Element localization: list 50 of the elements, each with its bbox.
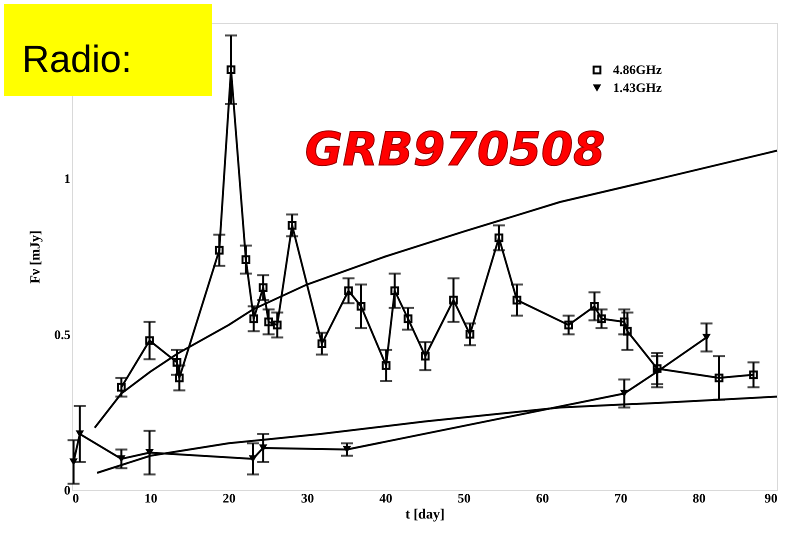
x-tick-label: 50 <box>458 490 471 506</box>
point <box>390 286 400 296</box>
point <box>272 320 282 330</box>
point <box>449 296 458 304</box>
point <box>620 318 629 326</box>
x-tick-label: 80 <box>692 490 706 506</box>
x-tick-label: 20 <box>222 490 236 506</box>
point <box>172 358 182 367</box>
point <box>226 65 236 74</box>
point <box>318 339 326 348</box>
point <box>382 361 390 370</box>
point <box>258 283 268 292</box>
point <box>264 318 273 326</box>
point <box>249 314 258 324</box>
point <box>597 314 606 324</box>
y-tick-label: 0.5 <box>54 326 71 342</box>
x-tick-label: 90 <box>764 490 778 506</box>
point <box>174 374 184 382</box>
x-axis-title: t [day] <box>405 508 445 522</box>
x-tick-label: 10 <box>144 490 158 506</box>
annotation: Radio: <box>22 39 132 81</box>
point <box>749 370 758 380</box>
point <box>420 352 430 360</box>
point <box>652 364 662 373</box>
x-tick-label: 60 <box>536 490 549 506</box>
point <box>344 286 353 296</box>
legend-label: 4.86GHz <box>613 62 662 77</box>
point <box>242 255 250 264</box>
point <box>116 382 126 392</box>
point <box>117 455 126 462</box>
point <box>623 326 632 336</box>
point <box>248 455 258 462</box>
y-tick-label: 1 <box>64 171 70 186</box>
point <box>714 374 724 382</box>
point <box>145 336 154 345</box>
point <box>494 233 504 242</box>
y-axis-title: Fν [mJy] <box>28 230 44 284</box>
point <box>512 296 522 304</box>
x-tick-label: 40 <box>379 490 392 506</box>
x-tick-label: 70 <box>614 490 628 506</box>
text: GRB970508 <box>304 122 606 176</box>
point <box>214 246 224 255</box>
point <box>564 320 573 330</box>
x-tick-label: 30 <box>301 490 314 506</box>
point <box>404 314 412 324</box>
point <box>590 302 599 311</box>
legend-label: 1.43GHz <box>613 80 662 95</box>
point <box>356 302 366 311</box>
point <box>466 330 474 339</box>
point <box>288 221 296 230</box>
